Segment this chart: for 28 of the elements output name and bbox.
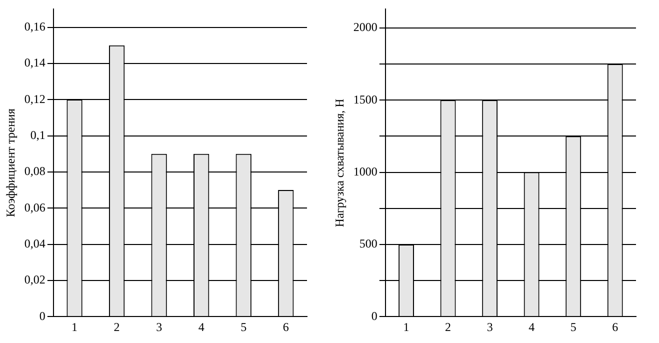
x-tick-label: 5 (240, 320, 247, 334)
x-tick-label: 3 (486, 320, 493, 334)
y-tick-label: 0,16 (24, 19, 46, 34)
y-tick-label: 0 (39, 308, 46, 323)
x-tick-label: 2 (445, 320, 452, 334)
x-tick-label: 4 (528, 320, 535, 334)
x-tick-label: 1 (72, 320, 78, 334)
x-tick-label: 1 (403, 320, 410, 334)
y-tick-label: 1500 (353, 92, 378, 106)
x-tick-label: 4 (198, 320, 204, 334)
x-tick-label: 3 (156, 320, 162, 334)
y-tick-label: 0,08 (24, 164, 46, 178)
y-tick-label: 500 (359, 236, 378, 251)
y-tick-label: 0 (371, 308, 378, 323)
y-tick-label: 0,06 (24, 200, 46, 214)
y-tick-label: 0,04 (24, 236, 46, 250)
y-axis-title: Нагрузка схватывания, Н (332, 98, 346, 228)
y-tick-label: 0,14 (24, 56, 46, 70)
y-axis-title: Коэффициент трения (3, 108, 18, 218)
y-tick-label: 0,12 (24, 92, 46, 106)
y-tick-label: 0,02 (24, 272, 46, 287)
x-tick-label: 6 (612, 320, 618, 334)
y-tick-label: 1000 (353, 164, 378, 178)
x-tick-label: 6 (282, 320, 289, 334)
y-tick-label: 0,1 (30, 128, 46, 142)
x-tick-label: 5 (570, 320, 576, 334)
x-tick-label: 2 (114, 320, 120, 334)
y-tick-label: 2000 (353, 20, 378, 34)
